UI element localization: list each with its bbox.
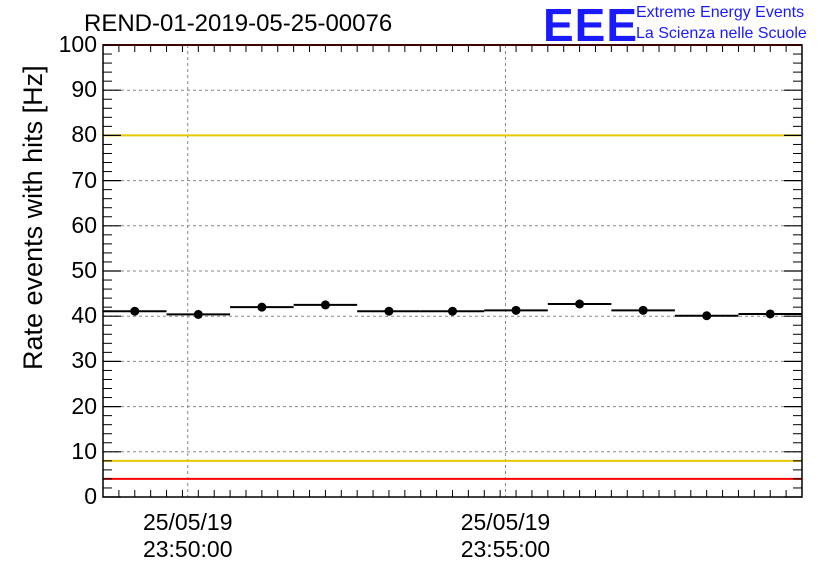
y-tick-label: 0	[84, 483, 97, 509]
data-point	[638, 305, 648, 315]
data-point	[320, 300, 330, 310]
reference-lines	[103, 44, 802, 480]
grid-lines	[103, 45, 802, 497]
data-point	[765, 309, 775, 319]
chart-title: REND-01-2019-05-25-00076	[84, 10, 393, 37]
x-tick-date: 25/05/19	[142, 509, 233, 535]
y-tick-label: 60	[71, 211, 97, 238]
y-tick-label: 90	[71, 76, 97, 103]
data-point	[193, 309, 203, 319]
y-tick-label: 40	[71, 302, 97, 329]
data-point	[130, 306, 140, 316]
data-series	[103, 299, 802, 321]
logo-subtitle-2: La Scienza nelle Scuole	[636, 25, 807, 42]
x-tick-time: 23:55:00	[460, 536, 551, 562]
y-tick-label: 80	[71, 121, 97, 148]
y-tick-label: 10	[71, 437, 97, 464]
y-tick-label: 30	[71, 347, 97, 374]
x-tick-date: 25/05/19	[460, 509, 551, 535]
data-point	[384, 306, 394, 316]
x-tick-label: 25/05/19 23:50:00	[118, 509, 258, 563]
y-tick-label: 50	[71, 257, 97, 283]
x-tick-time: 23:50:00	[142, 536, 233, 562]
y-tick-label: 70	[71, 166, 97, 193]
data-point	[448, 306, 457, 316]
y-tick-label: 100	[58, 31, 97, 57]
plot-frame	[102, 44, 803, 498]
data-point	[511, 305, 521, 315]
x-tick-label: 25/05/19 23:55:00	[435, 509, 575, 563]
logo-subtitle-1: Extreme Energy Events	[636, 4, 805, 21]
data-point	[702, 311, 712, 321]
data-point	[575, 299, 585, 309]
data-point	[257, 302, 267, 312]
y-tick-label: 20	[71, 392, 97, 419]
eee-logo: EEE	[543, 0, 639, 51]
